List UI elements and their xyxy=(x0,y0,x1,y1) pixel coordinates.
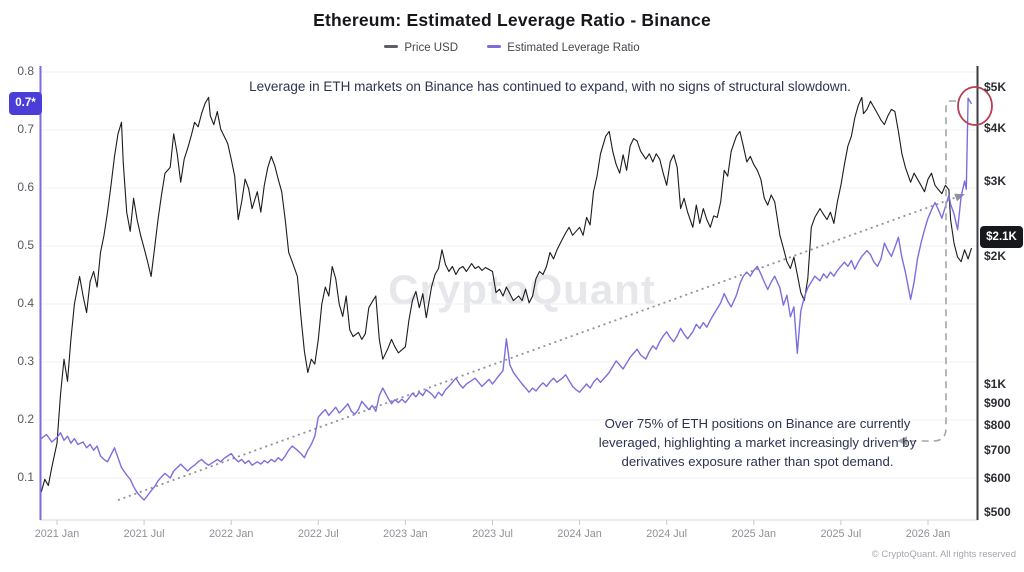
trend-dotted-line xyxy=(117,195,960,501)
legend-label-leverage: Estimated Leverage Ratio xyxy=(507,42,640,54)
watermark: CryptoQuant xyxy=(388,266,656,313)
legend-label-price: Price USD xyxy=(404,42,459,54)
price-line-swatch-icon xyxy=(384,45,399,48)
chart-title: Ethereum: Estimated Leverage Ratio - Bin… xyxy=(313,10,711,30)
legend-item-price: Price USD xyxy=(384,42,458,54)
price-current-badge: $2.1K xyxy=(980,226,1023,248)
callout-arrowhead-icon xyxy=(897,436,907,446)
price-series-line xyxy=(40,96,973,493)
annotation-top: Leverage in ETH markets on Binance has c… xyxy=(249,79,851,94)
highlight-circle xyxy=(957,86,993,126)
annotation-bottom-right: Over 75% of ETH positions on Binance are… xyxy=(598,416,917,469)
leverage-line-swatch-icon xyxy=(487,45,502,48)
copyright: © CryptoQuant. All rights reserved xyxy=(871,549,1016,560)
trend-arrowhead-icon xyxy=(954,193,965,202)
leverage-series-line xyxy=(40,97,973,501)
leverage-current-badge: 0.7* xyxy=(9,92,42,115)
callout-dashed-line xyxy=(906,100,956,442)
legend-item-leverage: Estimated Leverage Ratio xyxy=(487,42,640,54)
legend: Price USD Estimated Leverage Ratio xyxy=(0,42,1024,54)
